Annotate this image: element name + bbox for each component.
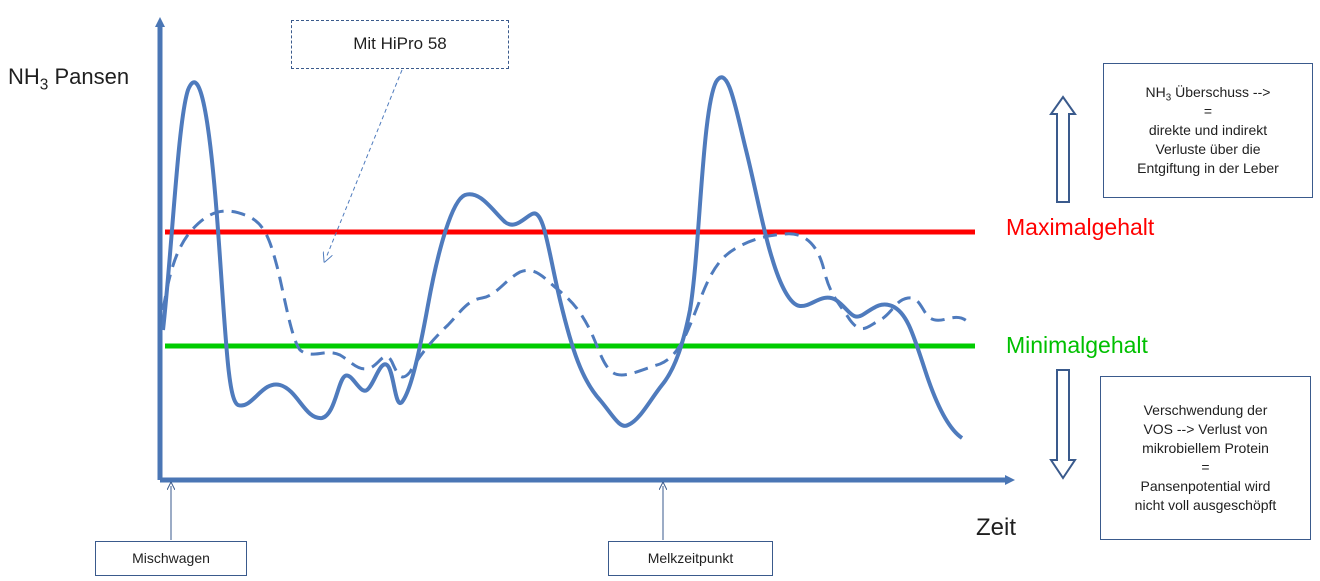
deficit-line-3: mikrobiellem Protein — [1142, 440, 1269, 457]
dashed-curve — [161, 209, 970, 379]
mixer-box: Mischwagen — [95, 541, 247, 576]
y-axis-label-sub: 3 — [39, 76, 49, 94]
max-label: Maximalgehalt — [1006, 214, 1155, 240]
deficit-line-2: VOS --> Verlust von — [1143, 421, 1268, 438]
excess-line-4: Verluste über die — [1155, 140, 1261, 157]
down-arrow-icon — [1049, 369, 1077, 480]
y-axis-label-suffix: Pansen — [48, 64, 130, 89]
excess-line-2: = — [1203, 103, 1213, 120]
deficit-line-4: = — [1201, 459, 1210, 475]
deficit-line-1: Verschwendung der — [1143, 402, 1268, 419]
up-arrow-icon — [1049, 95, 1077, 203]
hipro-box: Mit HiPro 58 — [291, 20, 509, 69]
deficit-line-5: Pansenpotential wird — [1140, 477, 1271, 494]
y-axis-label: NH3 Pansen — [8, 64, 130, 94]
excess-line-5: Entgiftung in der Leber — [1137, 159, 1279, 176]
y-axis-label-prefix: NH — [8, 64, 40, 89]
deficit-box: Verschwendung der VOS --> Verlust von mi… — [1100, 376, 1311, 540]
excess-line-3: direkte und indirekt — [1148, 122, 1268, 139]
excess-box: NH3 Überschuss --> = direkte und indirek… — [1103, 63, 1313, 198]
x-axis-label: Zeit — [976, 514, 1017, 541]
deficit-line-6: nicht voll ausgeschöpft — [1134, 496, 1277, 513]
solid-curve — [161, 75, 964, 440]
excess-line-1: NH3 Überschuss --> — [1145, 84, 1271, 104]
min-label: Minimalgehalt — [1006, 332, 1148, 358]
mixer-label: Mischwagen — [132, 550, 210, 567]
milking-box: Melkzeitpunkt — [608, 541, 773, 576]
hipro-pointer — [326, 69, 403, 258]
hipro-label: Mit HiPro 58 — [353, 34, 447, 54]
milking-label: Melkzeitpunkt — [647, 550, 734, 567]
